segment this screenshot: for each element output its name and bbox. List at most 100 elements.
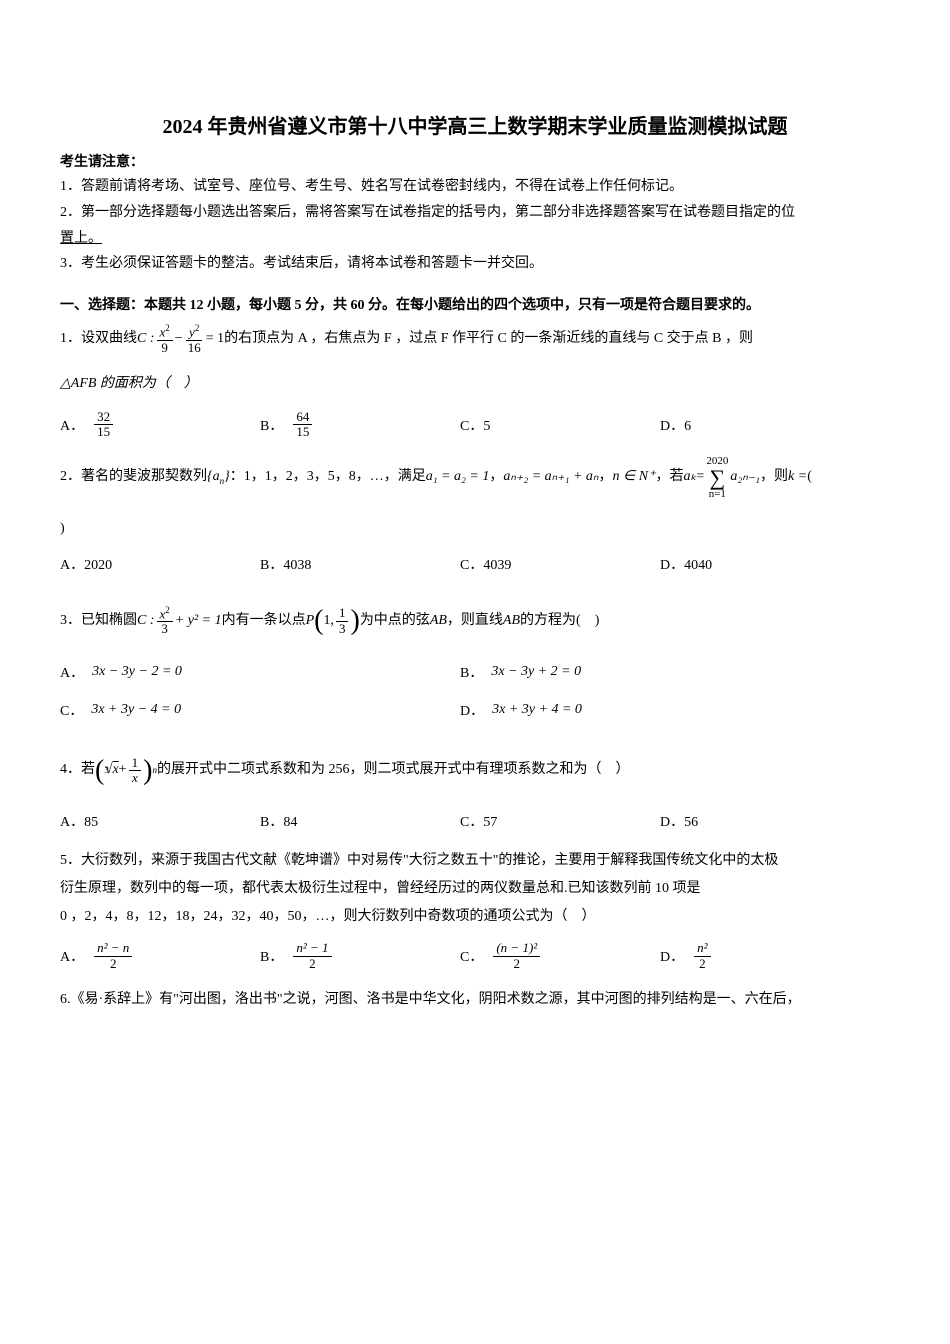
q1-options: A． 3215 B． 6415 C．5 D．6 [60, 410, 890, 440]
q5-line1: 5．大衍数列，来源于我国古代文献《乾坤谱》中对易传"大衍之数五十"的推论，主要用… [60, 847, 890, 875]
q1-prefix: 1．设双曲线 [60, 324, 137, 355]
q3-tail: 的方程为( ) [520, 606, 599, 637]
q1-opt-C: C．5 [460, 415, 660, 435]
q3-C-lbl: C． [60, 700, 83, 720]
q3-AB2: AB [503, 606, 520, 637]
q5-D-num: n² [694, 941, 710, 956]
q2-eq: = [696, 462, 704, 493]
q5-C-den: 2 [511, 957, 524, 971]
q1-A-num: 32 [94, 410, 113, 425]
question-5: 5．大衍数列，来源于我国古代文献《乾坤谱》中对易传"大衍之数五十"的推论，主要用… [60, 847, 890, 931]
q2-D: D．4040 [660, 554, 712, 574]
q3-A-eq: 3x − 3y − 2 = 0 [92, 664, 182, 680]
q3-mid: 内有一条以点 [222, 606, 306, 637]
q4-num: 1 [129, 756, 142, 771]
q3-opt-C: C． 3x + 3y − 4 = 0 [60, 700, 460, 720]
q1-eqr: = 1 [206, 324, 224, 355]
q1-B-num: 64 [293, 410, 312, 425]
q5-B-num: n² − 1 [293, 941, 331, 956]
q4-opt-C: C．57 [460, 811, 660, 831]
q3-frac: x2 3 [157, 606, 173, 637]
q4-prefix: 4．若 [60, 755, 95, 786]
q4-A: A．85 [60, 811, 98, 831]
q5-opt-A: A． n² − n2 [60, 941, 260, 971]
radical-icon: √ [105, 755, 113, 786]
q3-opt-A: A．3x − 3y − 2 = 0 [60, 662, 460, 682]
q2-a1: a₁ = a₂ = 1 [426, 462, 490, 493]
q2-summand: a₂ₙ₋₁ [730, 462, 760, 493]
q3-P: P [306, 606, 315, 637]
q1-A-den: 15 [94, 425, 113, 439]
q5-A-num: n² − n [94, 941, 132, 956]
q2-tail: ( [807, 462, 812, 493]
notice-header: 考生请注意： [60, 151, 890, 171]
q3-opt-B: B．3x − 3y + 2 = 0 [460, 662, 860, 682]
q5-line2: 衍生原理，数列中的每一项，都代表太极衍生过程中，曾经经历过的两仪数量总和.已知该… [60, 875, 890, 903]
question-3: 3．已知椭圆 C : x2 3 + y² = 1 内有一条以点 P ( 1, 1… [60, 590, 890, 652]
q3-pt-num: 1 [336, 606, 349, 621]
q3-opt-D: D． 3x + 3y + 4 = 0 [460, 700, 860, 720]
q3-AB: AB [430, 606, 447, 637]
sigma-icon: ∑ [709, 467, 725, 489]
q1-D-text: D．6 [660, 415, 691, 435]
q1-opt-B: B． 6415 [260, 410, 460, 440]
q2-C: C．4039 [460, 554, 511, 574]
q1-tail: △AFB 的面积为（ ） [60, 369, 198, 400]
rparen-icon: ) [350, 590, 359, 652]
q3-D-lbl: D． [460, 700, 484, 720]
q1-den1: 9 [158, 341, 171, 355]
q5-opt-C: C． (n − 1)²2 [460, 941, 660, 971]
q1-opt-D: D．6 [660, 415, 860, 435]
q1-minus: − [175, 324, 183, 355]
section-1-header: 一、选择题：本题共 12 小题，每小题 5 分，共 60 分。在每小题给出的四个… [60, 294, 890, 314]
q2-B: B．4038 [260, 554, 311, 574]
q3-pt-frac: 1 3 [336, 606, 349, 636]
q2-close: ) [60, 514, 65, 545]
q4-frac: 1 x [129, 756, 142, 786]
q3-pt1: 1, [323, 606, 334, 637]
q2-an: {an} [207, 462, 230, 493]
question-1: 1．设双曲线 C : x2 9 − y2 16 = 1 的右顶点为 A ，右焦点… [60, 324, 890, 400]
q4-opt-D: D．56 [660, 811, 860, 831]
q5-opt-B: B． n² − 12 [260, 941, 460, 971]
q2-opt-D: D．4040 [660, 554, 860, 574]
q3-mid2: 为中点的弦 [360, 606, 430, 637]
q4-den: x [129, 771, 141, 785]
q5-D-lbl: D． [660, 946, 684, 966]
q4-opt-A: A．85 [60, 811, 260, 831]
instruction-2: 2．第一部分选择题每小题选出答案后，需将答案写在试卷指定的括号内，第二部分非选择… [60, 201, 890, 225]
q1-C-text: C．5 [460, 415, 490, 435]
q2-rec: aₙ₊₂ = aₙ₊₁ + aₙ [503, 462, 598, 493]
q1-B-den: 15 [293, 425, 312, 439]
q2-A: A．2020 [60, 554, 112, 574]
q1-C: C : [137, 324, 155, 355]
q4-mid: 的展开式中二项式系数和为 256，则二项式展开式中有理项系数之和为（ ） [157, 755, 630, 786]
q1-A-label: A． [60, 415, 84, 435]
q2-seq: ：1，1，2，3，5，8，…，满足 [230, 462, 426, 493]
q5-B-den: 2 [306, 957, 319, 971]
q4-plus: + [119, 755, 127, 786]
exam-title: 2024 年贵州省遵义市第十八中学高三上数学期末学业质量监测模拟试题 [60, 110, 890, 139]
q2-m3: ，若 [655, 462, 683, 493]
q2-k: k = [788, 462, 807, 493]
q3-B-eq: 3x − 3y + 2 = 0 [491, 664, 581, 680]
q5-options: A． n² − n2 B． n² − 12 C． (n − 1)²2 D． n²… [60, 941, 890, 971]
q3-den: 3 [158, 622, 171, 636]
q2-m1: ， [489, 462, 503, 493]
question-2: 2．著名的斐波那契数列 {an} ：1，1，2，3，5，8，…，满足 a₁ = … [60, 456, 890, 545]
q1-frac2: y2 16 [185, 324, 204, 355]
q3-options: A．3x − 3y − 2 = 0 B．3x − 3y + 2 = 0 C． 3x… [60, 662, 890, 720]
q2-nn: n ∈ N⁺ [613, 462, 656, 493]
q3-C-eq: 3x + 3y − 4 = 0 [91, 702, 181, 718]
question-4: 4．若 ( 3 √x + 1 x ) n 的展开式中二项式系数和为 256，则二… [60, 740, 890, 802]
lparen-icon: ( [314, 590, 323, 652]
q4-D: D．56 [660, 811, 698, 831]
q2-opt-B: B．4038 [260, 554, 460, 574]
q1-opt-A: A． 3215 [60, 410, 260, 440]
q2-opt-C: C．4039 [460, 554, 660, 574]
q4-opt-B: B．84 [260, 811, 460, 831]
question-6: 6.《易·系辞上》有"河出图，洛出书"之说，河图、洛书是中华文化，阴阳术数之源，… [60, 987, 890, 1012]
q5-A-den: 2 [107, 957, 120, 971]
q3-C: C : [137, 606, 155, 637]
q3-D-eq: 3x + 3y + 4 = 0 [492, 702, 582, 718]
